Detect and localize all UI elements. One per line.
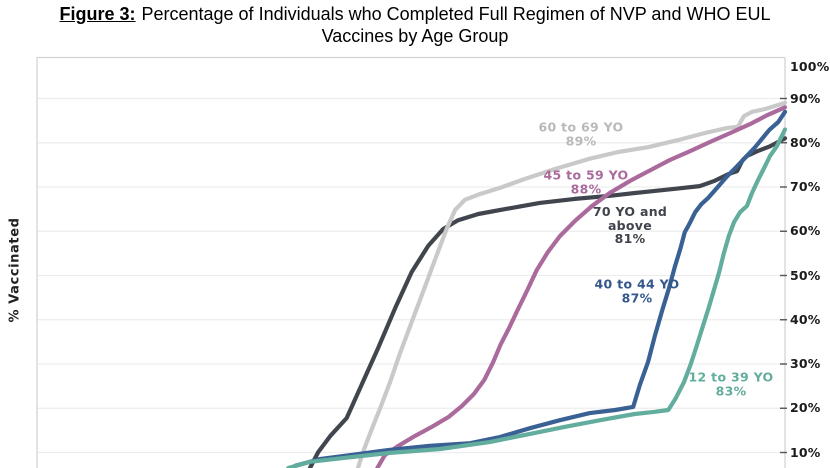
series-label-line: above xyxy=(607,217,653,233)
series-label-line: 89% xyxy=(565,133,597,148)
series-label-line: 88% xyxy=(570,181,602,196)
series-line-40-to-44-yo xyxy=(293,109,788,468)
y-tick-label-60: 60% xyxy=(790,223,821,239)
series-label-12-to-39-yo: 12 to 39 YO 83% xyxy=(688,369,774,398)
y-tick-label-90: 90% xyxy=(790,90,821,106)
figure-title: Figure 3: Percentage of Individuals who C… xyxy=(0,3,830,47)
series-label-line: 40 to 44 YO xyxy=(594,276,680,292)
series-label-40-to-44-yo: 40 to 44 YO 87% xyxy=(594,276,680,305)
series-label-line: 87% xyxy=(621,290,653,305)
figure-title-text: Percentage of Individuals who Completed … xyxy=(141,4,771,24)
series-line-45-to-59-yo xyxy=(375,105,788,468)
series-line-60-to-69-yo xyxy=(355,100,788,468)
series-label-line: 60 to 69 YO xyxy=(538,119,624,135)
y-tick-label-70: 70% xyxy=(790,179,821,195)
y-tick-label-80: 80% xyxy=(790,134,821,150)
series-label-70-yo-and-above: 70 YO and above 81% xyxy=(593,205,667,246)
series-label-line: 81% xyxy=(614,230,646,246)
y-tick-label-20: 20% xyxy=(790,400,821,416)
series-label-60-to-69-yo: 60 to 69 YO 89% xyxy=(538,119,624,148)
figure-label: Figure 3: xyxy=(59,4,136,24)
figure-title-line2: Vaccines by Age Group xyxy=(321,26,509,46)
y-tick-label-30: 30% xyxy=(790,356,821,372)
figure-title-line1: Figure 3: Percentage of Individuals who C… xyxy=(0,3,830,25)
y-tick-label-50: 50% xyxy=(790,267,821,283)
series-label-45-to-59-yo: 45 to 59 YO 88% xyxy=(543,167,629,196)
y-tick-label-100: 100% xyxy=(790,59,830,75)
series-label-line: 83% xyxy=(715,383,747,398)
y-tick-label-40: 40% xyxy=(790,311,821,327)
series-line-12-to-39-yo xyxy=(286,127,788,468)
series-label-line: 45 to 59 YO xyxy=(543,167,629,183)
series-label-line: 70 YO and xyxy=(592,203,668,219)
y-tick-label-10: 10% xyxy=(790,444,821,460)
series-label-line: 12 to 39 YO xyxy=(688,369,774,385)
